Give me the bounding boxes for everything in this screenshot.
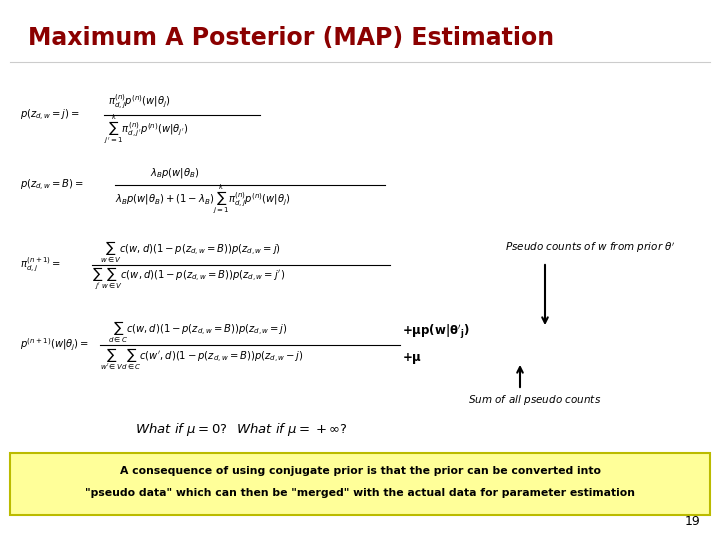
Text: $\sum_{w\in V}c(w,d)(1-p(z_{d,w}=B))p(z_{d,w}=j)$: $\sum_{w\in V}c(w,d)(1-p(z_{d,w}=B))p(z_… — [100, 239, 281, 265]
Text: $\lambda_B p(w|\theta_B)$: $\lambda_B p(w|\theta_B)$ — [150, 166, 199, 180]
Text: $\mathit{Sum\ of\ all\ pseudo\ counts}$: $\mathit{Sum\ of\ all\ pseudo\ counts}$ — [468, 393, 601, 407]
Text: $\mathit{Pseudo\ counts\ of\ w\ from\ prior}\ \theta'$: $\mathit{Pseudo\ counts\ of\ w\ from\ pr… — [505, 241, 675, 255]
Text: 19: 19 — [684, 515, 700, 528]
Text: $\sum_{j'=1}^{k}\pi_{d,j'}^{(n)}p^{(n)}(w|\theta_{j'})$: $\sum_{j'=1}^{k}\pi_{d,j'}^{(n)}p^{(n)}(… — [104, 112, 189, 146]
Text: $\sum_{d\in C}c(w,d)(1-p(z_{d,w}=B))p(z_{d,w}=j)$: $\sum_{d\in C}c(w,d)(1-p(z_{d,w}=B))p(z_… — [108, 319, 288, 345]
Text: $\pi_{d,j}^{(n)}p^{(n)}(w|\theta_j)$: $\pi_{d,j}^{(n)}p^{(n)}(w|\theta_j)$ — [108, 93, 171, 111]
Text: $\lambda_B p(w|\theta_B) + (1-\lambda_B)\sum_{j=1}^{k}\pi_{d,j}^{(n)}p^{(n)}(w|\: $\lambda_B p(w|\theta_B) + (1-\lambda_B)… — [115, 182, 291, 216]
Text: $\mathit{What\ if\ \mu=0?}$  $\mathit{What\ if\ \mu=+\infty?}$: $\mathit{What\ if\ \mu=0?}$ $\mathit{Wha… — [135, 422, 348, 438]
Text: Maximum A Posterior (MAP) Estimation: Maximum A Posterior (MAP) Estimation — [28, 26, 554, 50]
Text: $\sum_{j'}\sum_{w\in V}c(w,d)(1-p(z_{d,w}=B))p(z_{d,w}=j')$: $\sum_{j'}\sum_{w\in V}c(w,d)(1-p(z_{d,w… — [92, 266, 285, 292]
Text: $\mathbf{+\mu}$: $\mathbf{+\mu}$ — [402, 352, 422, 367]
Text: $p^{(n+1)}(w|\theta_j) = $: $p^{(n+1)}(w|\theta_j) = $ — [20, 337, 89, 353]
Text: "pseudo data" which can then be "merged" with the actual data for parameter esti: "pseudo data" which can then be "merged"… — [85, 488, 635, 498]
Text: $p(z_{d,w} = B) = $: $p(z_{d,w} = B) = $ — [20, 178, 84, 193]
Text: $\mathbf{+\mu p(w|\theta'_j)}$: $\mathbf{+\mu p(w|\theta'_j)}$ — [402, 323, 470, 341]
Text: $\sum_{w'\in V}\sum_{d\in C}c(w',d)(1-p(z_{d,w}=B))p(z_{d,w}-j)$: $\sum_{w'\in V}\sum_{d\in C}c(w',d)(1-p(… — [100, 346, 304, 372]
FancyBboxPatch shape — [10, 453, 710, 515]
Text: $\pi_{d,j}^{(n+1)} = $: $\pi_{d,j}^{(n+1)} = $ — [20, 256, 61, 274]
Text: $p(z_{d,w} = j) = $: $p(z_{d,w} = j) = $ — [20, 107, 80, 123]
Text: A consequence of using conjugate prior is that the prior can be converted into: A consequence of using conjugate prior i… — [120, 466, 600, 476]
